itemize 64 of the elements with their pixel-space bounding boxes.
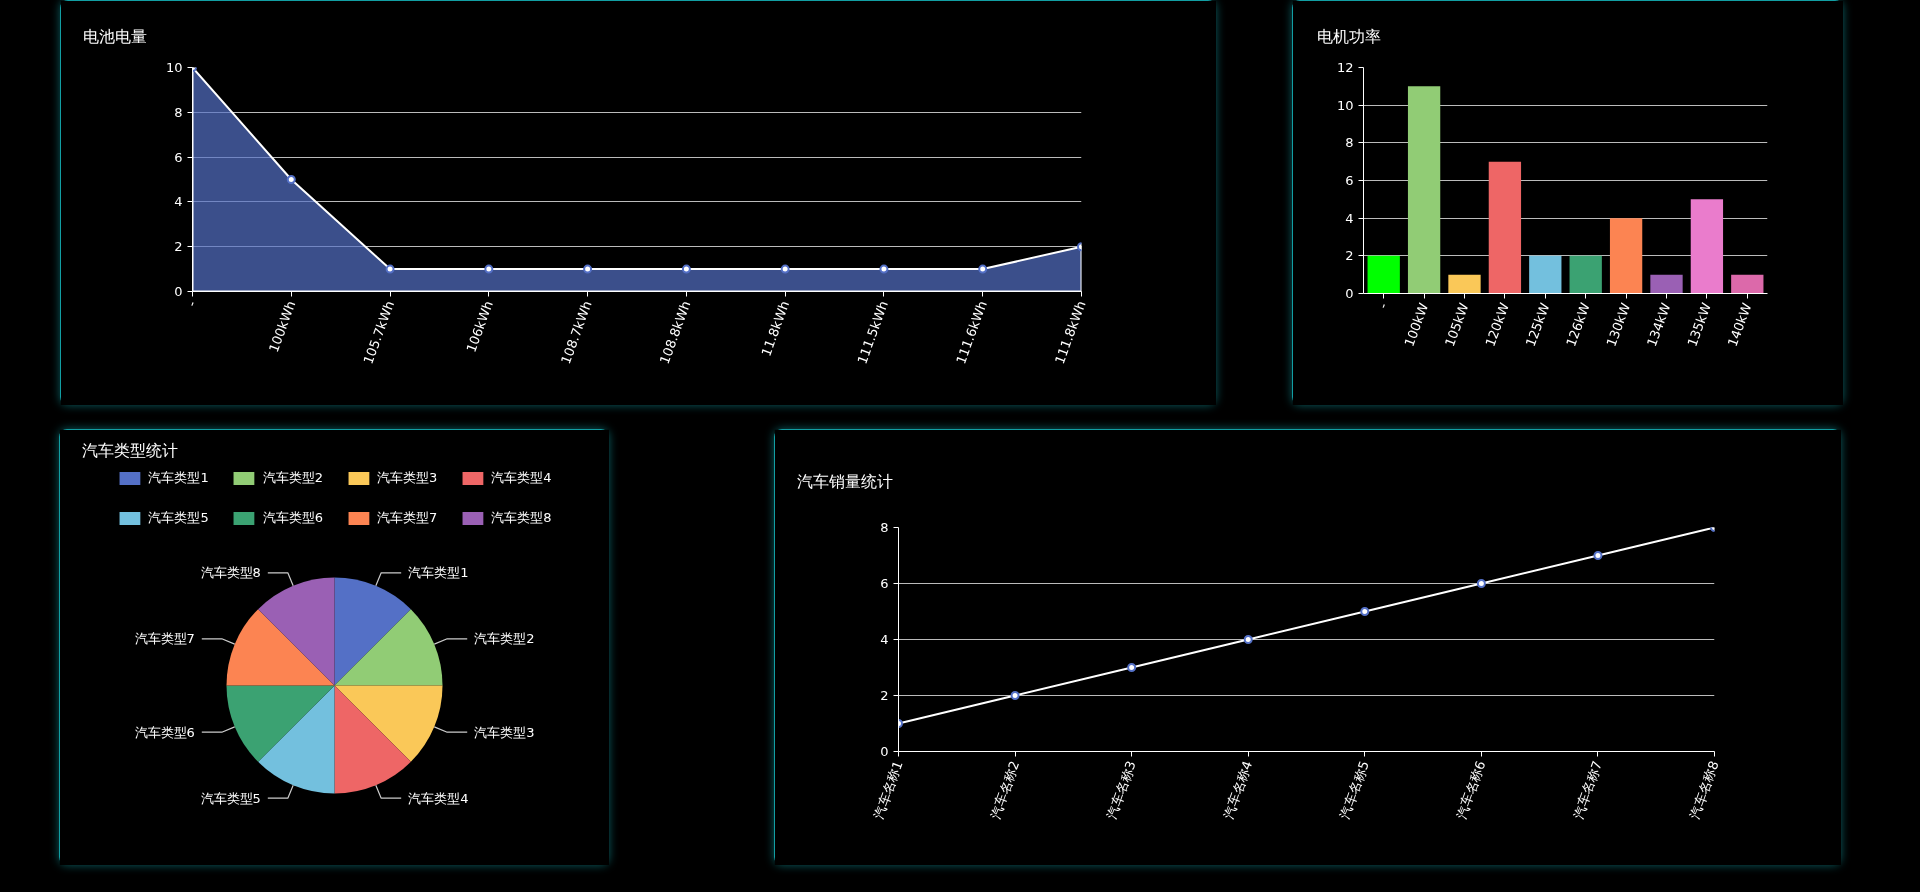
y-tick-label: 4	[880, 632, 889, 647]
bar	[1650, 274, 1683, 294]
bar	[1569, 255, 1602, 294]
x-tick-label: 汽车名称1	[870, 758, 906, 821]
bar	[1609, 218, 1643, 294]
point	[1010, 691, 1020, 700]
legend-label: 汽车类型4	[491, 469, 552, 487]
point	[1593, 551, 1603, 560]
point	[1127, 663, 1137, 672]
point	[1243, 635, 1253, 644]
legend-label: 汽车类型8	[491, 509, 552, 527]
bar	[1731, 274, 1764, 294]
point	[1360, 607, 1370, 616]
legend-label: 汽车类型2	[262, 469, 323, 487]
y-tick-label: 8	[880, 520, 889, 535]
y-tick-label: 2	[1345, 248, 1354, 264]
y-tick-label: 6	[1345, 173, 1354, 188]
y-tick-label: 2	[880, 688, 889, 703]
y-tick-label: 0	[880, 744, 889, 759]
legend-label: 汽车类型5	[148, 509, 209, 527]
x-tick-label: -	[1375, 300, 1391, 311]
legend-label: 汽车类型3	[377, 469, 438, 487]
bar	[1690, 199, 1724, 294]
slice-label: 汽车类型7	[134, 631, 195, 647]
x-tick-label: -	[183, 298, 200, 309]
point	[1476, 579, 1486, 588]
bar	[1488, 161, 1522, 294]
x-tick-label: 汽车名称5	[1337, 758, 1372, 821]
y-tick-label: 4	[174, 194, 183, 210]
y-tick-label: 0	[1345, 286, 1354, 301]
bar	[1367, 255, 1400, 294]
slice-label: 汽车类型4	[408, 790, 469, 806]
chart-title: 电池电量	[82, 27, 147, 46]
bar	[1407, 86, 1441, 294]
x-tick-label: 汽车名称3	[1103, 758, 1139, 821]
chart-title: 电机功率	[1316, 27, 1381, 46]
legend-label: 汽车类型6	[262, 509, 323, 527]
bar	[1448, 274, 1481, 294]
legend-label: 汽车类型1	[148, 469, 209, 487]
y-tick-label: 8	[174, 104, 183, 120]
legend-label: 汽车类型7	[377, 509, 438, 527]
slice-label: 汽车类型2	[474, 631, 535, 647]
y-tick-label: 10	[165, 60, 183, 75]
chart-title: 汽车类型统计	[81, 440, 178, 460]
y-tick-label: 12	[1336, 60, 1354, 75]
slice-label: 汽车类型5	[200, 790, 261, 806]
y-tick-label: 2	[174, 239, 183, 255]
x-tick-label: 汽车名称7	[1570, 758, 1605, 821]
y-tick-label: 0	[174, 284, 183, 299]
slice-label: 汽车类型8	[200, 565, 261, 581]
y-tick-label: 6	[880, 576, 889, 591]
x-tick-label: 汽车名称8	[1686, 758, 1722, 821]
y-tick-label: 10	[1336, 97, 1354, 113]
slice-label: 汽车类型6	[134, 724, 195, 740]
bar	[1529, 255, 1562, 294]
slice-label: 汽车类型3	[474, 724, 535, 740]
x-tick-label: 汽车名称2	[987, 758, 1023, 821]
y-tick-label: 8	[1345, 135, 1354, 151]
y-tick-label: 6	[174, 149, 183, 165]
x-tick-label: 汽车名称4	[1220, 758, 1256, 821]
slice-label: 汽车类型1	[408, 565, 469, 581]
chart-title: 汽车销量统计	[796, 471, 893, 491]
y-tick-label: 4	[1345, 210, 1354, 226]
x-tick-label: 汽车名称6	[1453, 758, 1489, 821]
